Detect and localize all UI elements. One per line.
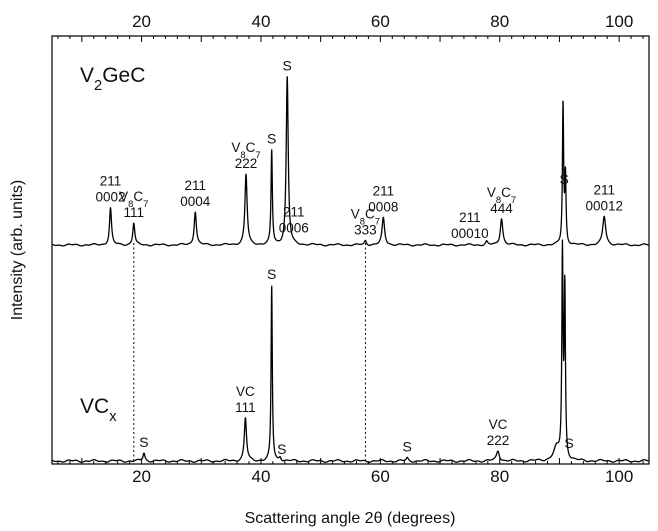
x-tick-label-bottom: 40 bbox=[251, 467, 270, 486]
annotation-line: V8C7 bbox=[231, 140, 260, 161]
x-tick-label-bottom: 20 bbox=[132, 467, 151, 486]
annotation-line: S bbox=[267, 130, 276, 146]
annotation-line: VC bbox=[236, 384, 255, 399]
axes: 20 20 40 40 60 60 80 80 100 100 bbox=[57, 12, 644, 486]
trace-0 bbox=[51, 76, 650, 247]
guide-lines bbox=[133, 243, 366, 464]
traces bbox=[51, 76, 650, 463]
annotation-line: S bbox=[560, 171, 569, 187]
peak-annotation: S bbox=[267, 130, 276, 146]
trace-1 bbox=[51, 239, 650, 463]
annotation-line: S bbox=[283, 57, 292, 73]
x-tick-label-top: 40 bbox=[251, 12, 270, 31]
x-axis-title: Scattering angle 2θ (degrees) bbox=[245, 510, 456, 527]
annotation-line: 211 bbox=[283, 204, 305, 219]
y-axis-title: Intensity (arb. units) bbox=[9, 180, 26, 321]
peak-annotation: S bbox=[403, 438, 412, 454]
annotation-line: V8C7 bbox=[487, 185, 516, 206]
plot-frame bbox=[51, 35, 650, 465]
annotation-line: 444 bbox=[490, 201, 513, 216]
x-tick-label-top: 20 bbox=[132, 12, 151, 31]
peak-annotation: S bbox=[283, 57, 292, 73]
peak-annotation: S bbox=[139, 434, 148, 450]
annotation-line: VC bbox=[489, 417, 508, 432]
annotation-line: 111 bbox=[235, 400, 256, 415]
annotation-line: 00012 bbox=[585, 198, 623, 213]
annotation-line: 0006 bbox=[279, 220, 309, 235]
annotation-line: 0004 bbox=[180, 194, 211, 209]
annotation-line: 00010 bbox=[451, 226, 489, 241]
annotation-line: S bbox=[267, 266, 276, 282]
annotation-line: S bbox=[403, 438, 412, 454]
peak-annotations: 2110002V8C71112110004V8C7222SS2110006V8C… bbox=[95, 57, 623, 457]
annotation-line: 0008 bbox=[368, 199, 398, 214]
annotation-line: 211 bbox=[459, 210, 481, 225]
annotation-line: V8C7 bbox=[119, 189, 148, 210]
annotation-line: 222 bbox=[487, 433, 510, 448]
series-label: VCx bbox=[80, 395, 117, 425]
annotation-line: S bbox=[139, 434, 148, 450]
peak-annotation: S bbox=[560, 171, 569, 187]
x-tick-label-bottom: 80 bbox=[490, 467, 509, 486]
series-label: V2GeC bbox=[80, 64, 145, 94]
annotation-line: 211 bbox=[100, 174, 122, 189]
annotation-line: 211 bbox=[373, 183, 395, 198]
annotation-line: S bbox=[277, 441, 286, 457]
peak-annotation: S bbox=[564, 435, 573, 451]
peak-annotation: S bbox=[277, 441, 286, 457]
x-tick-label-top: 80 bbox=[490, 12, 509, 31]
series-labels: V2GeC VCx bbox=[80, 64, 145, 425]
annotation-line: 0002 bbox=[95, 190, 125, 205]
annotation-line: 211 bbox=[593, 182, 615, 197]
x-tick-label-top: 100 bbox=[605, 12, 633, 31]
annotation-line: 111 bbox=[124, 205, 145, 220]
peak-annotation: S bbox=[267, 266, 276, 282]
x-tick-label-bottom: 100 bbox=[605, 467, 633, 486]
annotation-line: V8C7 bbox=[351, 206, 380, 227]
annotation-line: 333 bbox=[354, 222, 377, 237]
x-tick-label-bottom: 60 bbox=[371, 467, 390, 486]
annotation-line: 211 bbox=[185, 178, 207, 193]
annotation-line: S bbox=[564, 435, 573, 451]
annotation-line: 222 bbox=[235, 156, 258, 171]
x-tick-label-top: 60 bbox=[371, 12, 390, 31]
